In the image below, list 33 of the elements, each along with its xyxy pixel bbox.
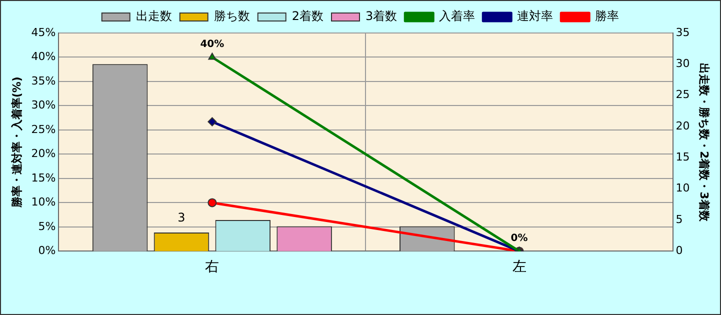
data-label: 0% [510,232,528,244]
legend-label: 3着数 [366,9,398,24]
y2-tick-label: 0 [676,244,683,258]
point [208,117,217,126]
y2-axis-title: 出走数・勝ち数・2着数・3着数 [698,62,711,222]
legend-label: 入着率 [439,9,476,24]
y2-tick-label: 10 [676,182,690,195]
legend-label: 勝率 [595,9,620,24]
y-tick-label: 45% [31,26,56,39]
y2-tick-label: 5 [676,212,683,226]
y-tick-label: 20% [31,147,56,160]
y-tick-label: 10% [31,196,56,209]
y2-tick-label: 30 [676,57,690,70]
x-tick-label: 左 [512,259,526,276]
legend-label: 連対率 [517,9,554,24]
y2-tick-label: 35 [676,26,690,39]
data-label: 40% [200,38,224,50]
legend-label: 勝ち数 [214,9,250,24]
y-tick-label: 40% [31,50,56,64]
y2-tick-label: 15 [676,150,690,164]
legend-label: 2着数 [292,9,324,24]
y-tick-label: 30% [31,98,56,112]
y-tick-label: 35% [31,74,56,88]
y-axis-title: 勝率・連対率・入着率(%) [10,76,24,209]
x-tick-label: 右 [205,259,220,276]
y2-tick-label: 20 [676,119,690,132]
y2-tick-label: 25 [676,88,690,102]
data-label: 3 [178,210,186,225]
y-tick-label: 15% [31,171,56,184]
y-tick-label: 25% [31,122,56,136]
y-tick-label: 0% [38,244,56,258]
y-tick-label: 5% [38,220,56,233]
legend-label: 出走数 [136,9,172,24]
